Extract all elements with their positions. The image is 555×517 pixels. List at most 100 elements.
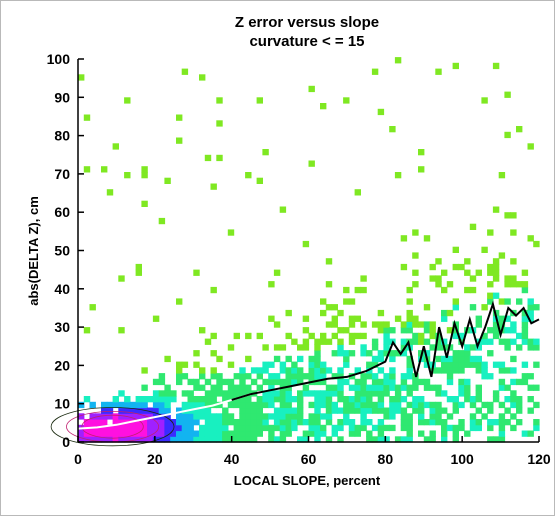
density-cell [378, 356, 384, 362]
density-cell [516, 408, 522, 414]
density-cell [297, 367, 303, 373]
density-cell [136, 408, 142, 414]
density-cell [141, 166, 147, 172]
density-cell [337, 339, 343, 345]
density-cell [528, 385, 534, 391]
density-cell [487, 373, 493, 379]
density-cell [326, 413, 332, 419]
density-cell [481, 362, 487, 368]
density-cell [412, 333, 418, 339]
density-cell [182, 419, 188, 425]
density-cell [441, 431, 447, 437]
density-cell [245, 431, 251, 437]
density-cell [389, 385, 395, 391]
density-cell [291, 413, 297, 419]
density-cell [453, 431, 459, 437]
density-cell [188, 396, 194, 402]
density-cell [193, 362, 199, 368]
density-cell [418, 321, 424, 327]
density-cell [205, 431, 211, 437]
density-cell [522, 321, 528, 327]
density-cell [101, 408, 107, 414]
density-cell [211, 390, 217, 396]
density-cell [176, 367, 182, 373]
density-cell [528, 396, 534, 402]
density-cell [176, 431, 182, 437]
density-cell [251, 413, 257, 419]
density-cell [343, 379, 349, 385]
density-cell [101, 431, 107, 437]
density-cell [274, 419, 280, 425]
density-cell [245, 402, 251, 408]
density-cell [188, 379, 194, 385]
density-cell [234, 431, 240, 437]
density-cell [493, 396, 499, 402]
density-cell [314, 419, 320, 425]
density-cell [130, 425, 136, 431]
density-cell [504, 132, 510, 138]
density-cell [211, 373, 217, 379]
density-cell [453, 247, 459, 253]
density-cell [107, 431, 113, 437]
density-cell [245, 373, 251, 379]
density-cell [95, 419, 101, 425]
density-cell [395, 172, 401, 178]
density-cell [320, 367, 326, 373]
density-cell [314, 339, 320, 345]
density-cell [326, 408, 332, 414]
density-cell [453, 298, 459, 304]
density-cell [268, 431, 274, 437]
density-cell [118, 275, 124, 281]
density-cell [268, 362, 274, 368]
density-cell [286, 310, 292, 316]
density-cell [113, 413, 119, 419]
density-cell [234, 385, 240, 391]
density-cell [470, 287, 476, 293]
density-cell [280, 396, 286, 402]
density-cell [199, 396, 205, 402]
density-cell [188, 425, 194, 431]
density-cell [372, 356, 378, 362]
density-cell [401, 373, 407, 379]
density-cell [239, 413, 245, 419]
density-cell [401, 408, 407, 414]
density-cell [222, 431, 228, 437]
density-cell [464, 396, 470, 402]
density-cell [176, 298, 182, 304]
density-cell [239, 379, 245, 385]
density-cell [239, 402, 245, 408]
density-cell [188, 419, 194, 425]
density-cell [193, 350, 199, 356]
density-cell [435, 390, 441, 396]
density-cell [303, 390, 309, 396]
density-cell [418, 413, 424, 419]
y-tick-label: 50 [54, 243, 70, 259]
density-cell [499, 385, 505, 391]
density-cell [326, 402, 332, 408]
density-cell [343, 350, 349, 356]
density-cell [234, 333, 240, 339]
density-cell [257, 367, 263, 373]
density-cell [280, 390, 286, 396]
density-cell [504, 419, 510, 425]
density-cell [389, 396, 395, 402]
density-cell [349, 339, 355, 345]
density-cell [297, 396, 303, 402]
x-axis-label: LOCAL SLOPE, percent [234, 473, 381, 488]
density-cell [360, 419, 366, 425]
density-cell [412, 396, 418, 402]
density-cell [147, 419, 153, 425]
density-cell [453, 63, 459, 69]
density-cell [493, 270, 499, 276]
density-cell [222, 379, 228, 385]
density-cell [533, 425, 539, 431]
density-cell [355, 431, 361, 437]
density-cell [199, 425, 205, 431]
density-cell [199, 367, 205, 373]
density-cell [355, 189, 361, 195]
density-cell [320, 390, 326, 396]
density-cell [193, 379, 199, 385]
density-cell [487, 327, 493, 333]
density-cell [199, 413, 205, 419]
density-cell [176, 419, 182, 425]
